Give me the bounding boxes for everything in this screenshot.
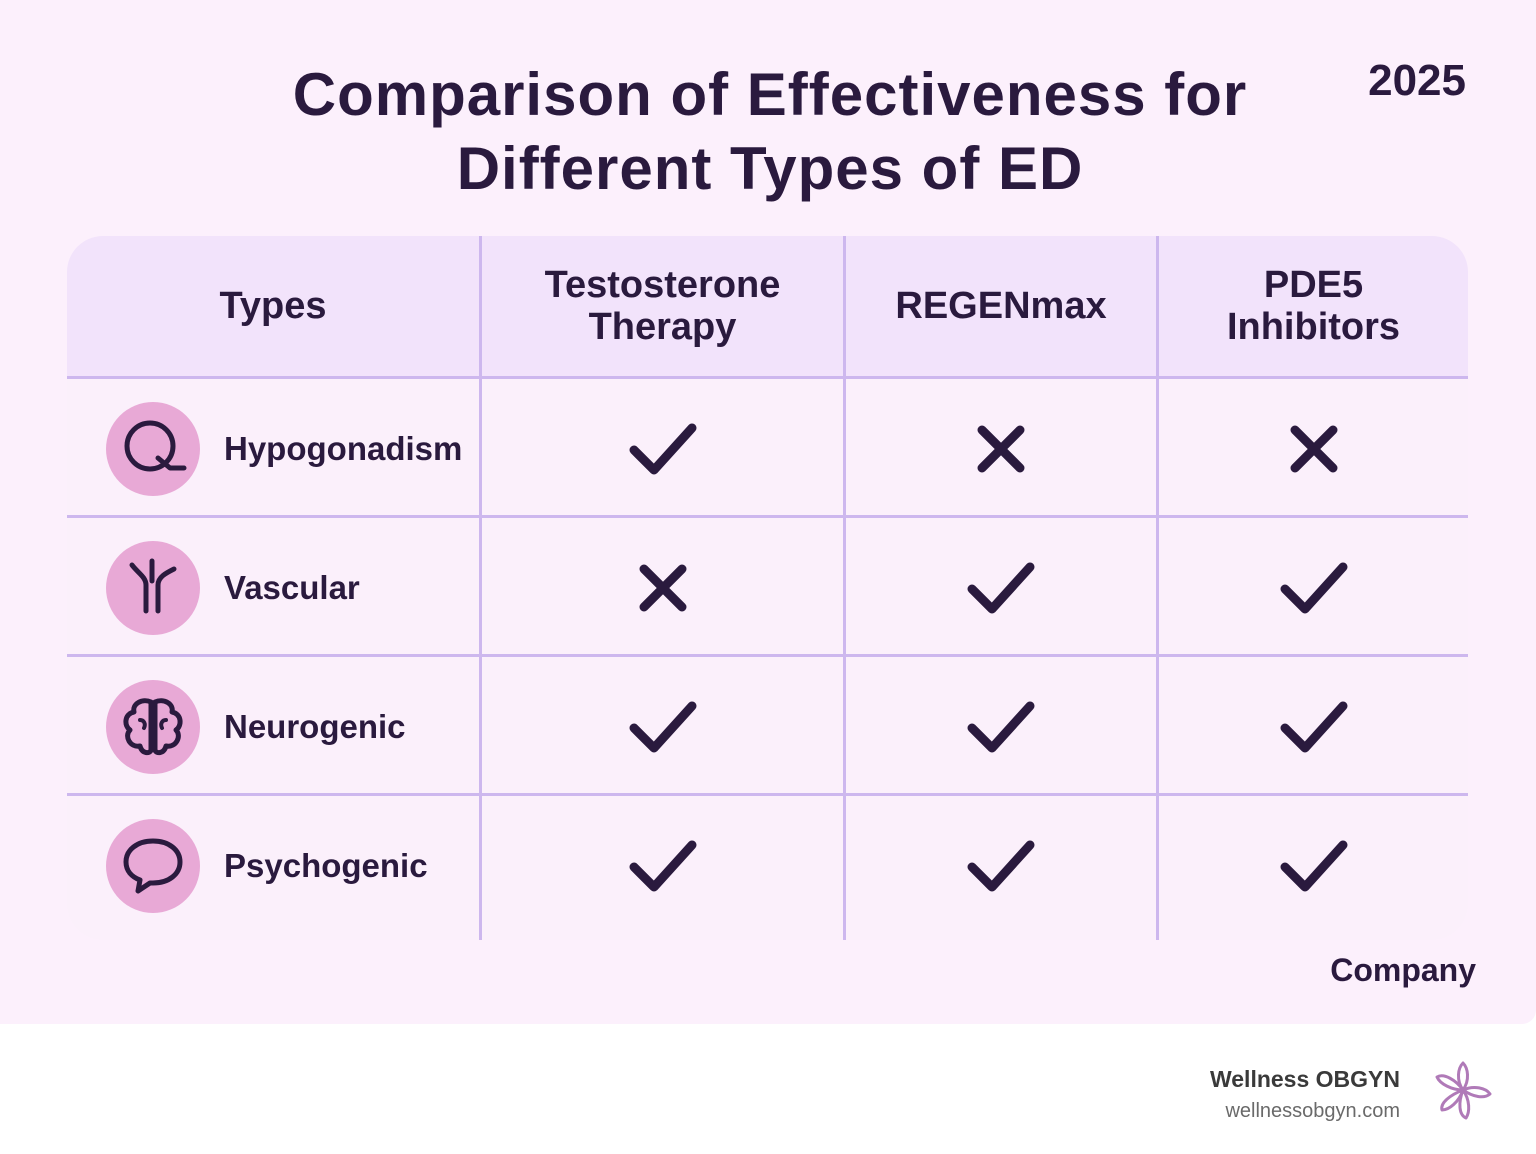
type-cell: Hypogonadism [67,379,479,518]
header-types: Types [219,285,327,327]
check-icon [1159,518,1468,657]
brand-url: wellnessobgyn.com [1225,1100,1400,1122]
type-label: Psychogenic [224,846,428,884]
check-icon [482,657,843,796]
cross-icon [1159,379,1468,518]
check-icon [846,657,1156,796]
blood-vessel-icon [106,541,200,635]
brain-icon [106,680,200,774]
column-divider [479,236,482,940]
type-label: Vascular [224,568,360,606]
brand-block: Wellness OBGYN wellnessobgyn.com [1210,1064,1400,1128]
magnifier-icon [106,402,200,496]
type-label: Neurogenic [224,707,406,745]
cross-icon [846,379,1156,518]
cross-icon [482,518,843,657]
check-icon [482,796,843,935]
table-row-psychogenic: Psychogenic [67,796,1468,935]
speech-bubble-icon [106,819,200,913]
page-title: Comparison of Effectiveness for Differen… [130,58,1410,206]
table-row-vascular: Vascular [67,518,1468,657]
column-divider [1156,236,1159,940]
title-line-2: Different Types of ED [456,135,1084,202]
brand-name: Wellness OBGYN [1209,1066,1400,1092]
type-cell: Neurogenic [67,657,479,796]
type-cell: Vascular [67,518,479,657]
header-pde5-inhibitors: PDE5 Inhibitors [1226,264,1401,348]
company-label: Company [1330,952,1476,988]
table-header: Types Testosterone Therapy REGENmax PDE5… [67,236,1468,379]
header-testosterone-therapy: Testosterone Therapy [544,264,781,348]
infographic-card: Comparison of Effectiveness for Differen… [0,0,1536,1024]
type-label: Hypogonadism [224,429,463,467]
check-icon [1159,796,1468,935]
check-icon [846,796,1156,935]
header-regenmax: REGENmax [895,285,1107,327]
title-line-1: Comparison of Effectiveness for [292,61,1248,128]
check-icon [846,518,1156,657]
flower-logo-icon [1435,1061,1492,1120]
check-icon [1159,657,1468,796]
column-divider [843,236,846,940]
comparison-table: Types Testosterone Therapy REGENmax PDE5… [67,236,1468,940]
type-cell: Psychogenic [67,796,479,935]
table-row-hypogonadism: Hypogonadism [67,379,1468,518]
year-label: 2025 [1368,56,1466,105]
check-icon [482,379,843,518]
table-row-neurogenic: Neurogenic [67,657,1468,796]
